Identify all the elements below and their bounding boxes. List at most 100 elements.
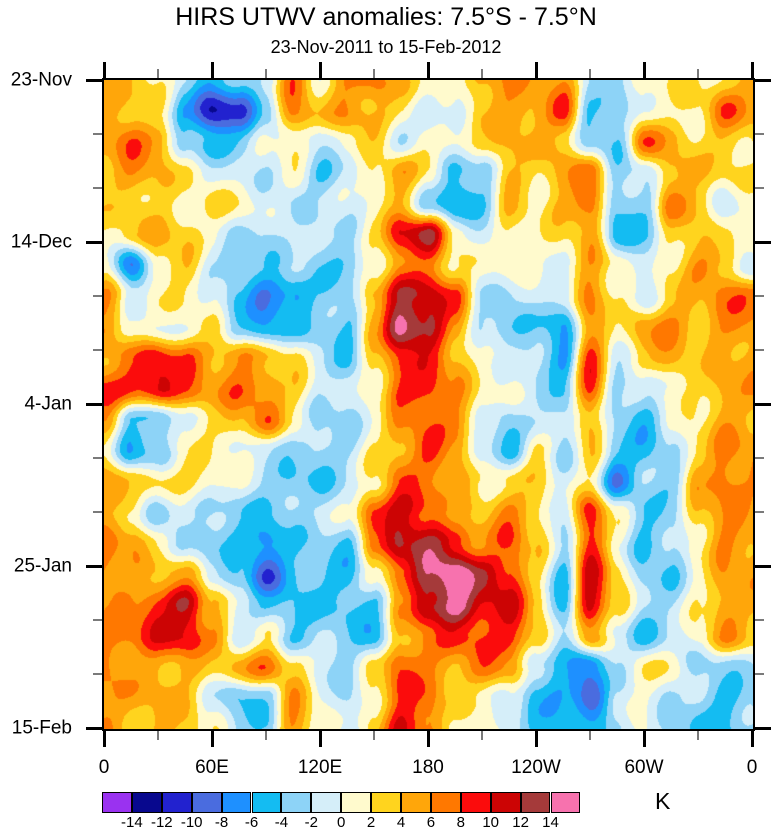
x-axis-major-tick xyxy=(751,731,754,747)
y-axis-minor-tick xyxy=(93,673,102,675)
colorbar-level-label: 0 xyxy=(337,814,346,830)
colorbar-swatch xyxy=(281,792,312,813)
x-axis-major-tick xyxy=(643,62,646,78)
colorbar-level-label: 14 xyxy=(542,814,559,830)
x-axis-major-tick xyxy=(535,62,538,78)
y-axis-tick-label: 23-Nov xyxy=(10,69,72,91)
x-axis-major-tick xyxy=(427,62,430,78)
y-axis-minor-tick xyxy=(93,457,102,459)
y-axis-major-tick xyxy=(755,565,771,568)
colorbar-level-label: -14 xyxy=(121,814,143,830)
x-axis-major-tick xyxy=(103,62,106,78)
colorbar-level-label: 4 xyxy=(396,814,406,830)
x-axis-minor-tick xyxy=(589,69,591,78)
x-axis-minor-tick xyxy=(481,69,483,78)
x-axis-minor-tick xyxy=(697,69,699,78)
y-axis-major-tick xyxy=(86,403,102,406)
colorbar-swatch xyxy=(131,792,162,813)
x-axis-minor-tick xyxy=(481,731,483,740)
colorbar-level-label: 12 xyxy=(512,814,529,830)
colorbar-swatch xyxy=(550,792,581,813)
anomaly-field-canvas xyxy=(104,80,753,729)
y-axis-minor-tick xyxy=(755,457,764,459)
x-axis-minor-tick xyxy=(589,731,591,740)
y-axis-minor-tick xyxy=(755,673,764,675)
colorbar-swatch xyxy=(490,792,521,813)
x-axis-major-tick xyxy=(751,62,754,78)
colorbar-swatch xyxy=(161,792,192,813)
y-axis-minor-tick xyxy=(93,619,102,621)
y-axis-minor-tick xyxy=(93,295,102,297)
x-axis-minor-tick xyxy=(265,731,267,740)
colorbar-level-label: -2 xyxy=(304,814,318,830)
y-axis-major-tick xyxy=(86,79,102,82)
colorbar-swatch xyxy=(460,792,491,813)
colorbar-swatch xyxy=(520,792,551,813)
x-axis-tick-label: 60E xyxy=(195,757,229,778)
colorbar-swatch xyxy=(102,792,132,813)
y-axis-major-tick xyxy=(755,241,771,244)
colorbar-swatch xyxy=(251,792,282,813)
plot-area xyxy=(102,78,755,731)
colorbar-swatch xyxy=(401,792,431,813)
colorbar-swatch xyxy=(341,792,372,813)
colorbar-swatch xyxy=(311,792,342,813)
y-axis-minor-tick xyxy=(93,133,102,135)
x-axis-major-tick xyxy=(319,731,322,747)
y-axis-minor-tick xyxy=(755,295,764,297)
y-axis-minor-tick xyxy=(93,511,102,513)
colorbar-level-label: -6 xyxy=(244,814,259,830)
colorbar-swatch xyxy=(371,792,401,813)
y-axis-tick-label: 14-Dec xyxy=(10,231,72,253)
x-axis-minor-tick xyxy=(697,731,699,740)
colorbar-level-label: -10 xyxy=(180,814,203,830)
y-axis-minor-tick xyxy=(93,187,102,189)
x-axis-minor-tick xyxy=(157,731,159,740)
colorbar-level-label: -4 xyxy=(274,814,289,830)
y-axis-tick-label: 15-Feb xyxy=(11,717,72,739)
y-axis-minor-tick xyxy=(93,349,102,351)
colorbar-level-label: 2 xyxy=(366,814,376,830)
x-axis-minor-tick xyxy=(373,731,375,740)
x-axis-tick-label: 120E xyxy=(297,757,343,778)
colorbar-swatch xyxy=(430,792,461,813)
x-axis-tick-label: 60W xyxy=(624,757,664,778)
x-axis-major-tick xyxy=(211,62,214,78)
y-axis-major-tick xyxy=(755,403,771,406)
figure-title: HIRS UTWV anomalies: 7.5°S - 7.5°N xyxy=(175,3,597,31)
y-axis-minor-tick xyxy=(755,133,764,135)
x-axis-minor-tick xyxy=(265,69,267,78)
x-axis-major-tick xyxy=(319,62,322,78)
x-axis-major-tick xyxy=(103,731,106,747)
colorbar-level-label: 10 xyxy=(482,814,500,830)
colorbar-swatch xyxy=(221,792,252,813)
x-axis-major-tick xyxy=(211,731,214,747)
y-axis-major-tick xyxy=(755,727,771,730)
y-axis-major-tick xyxy=(86,241,102,244)
x-axis-major-tick xyxy=(535,731,538,747)
x-axis-tick-label: 120W xyxy=(511,757,561,778)
x-axis-major-tick xyxy=(643,731,646,747)
colorbar-level-label: -12 xyxy=(150,814,173,830)
x-axis-major-tick xyxy=(427,731,430,747)
y-axis-minor-tick xyxy=(755,187,764,189)
colorbar-unit-label: K xyxy=(655,788,671,814)
y-axis-major-tick xyxy=(86,727,102,730)
x-axis-tick-label: 0 xyxy=(98,757,110,778)
y-axis-tick-label: 25-Jan xyxy=(13,555,72,577)
y-axis-tick-label: 4-Jan xyxy=(24,393,72,415)
x-axis-tick-label: 0 xyxy=(746,757,758,778)
y-axis-minor-tick xyxy=(755,619,764,621)
y-axis-major-tick xyxy=(755,79,771,82)
y-axis-minor-tick xyxy=(755,511,764,513)
figure-subtitle: 23-Nov-2011 to 15-Feb-2012 xyxy=(270,37,502,57)
x-axis-tick-label: 180 xyxy=(412,757,444,778)
colorbar-level-label: 6 xyxy=(426,814,436,830)
y-axis-minor-tick xyxy=(755,349,764,351)
colorbar-level-label: -8 xyxy=(214,814,229,830)
colorbar-level-label: 8 xyxy=(456,814,465,830)
colorbar-swatch xyxy=(191,792,222,813)
y-axis-major-tick xyxy=(86,565,102,568)
x-axis-minor-tick xyxy=(157,69,159,78)
